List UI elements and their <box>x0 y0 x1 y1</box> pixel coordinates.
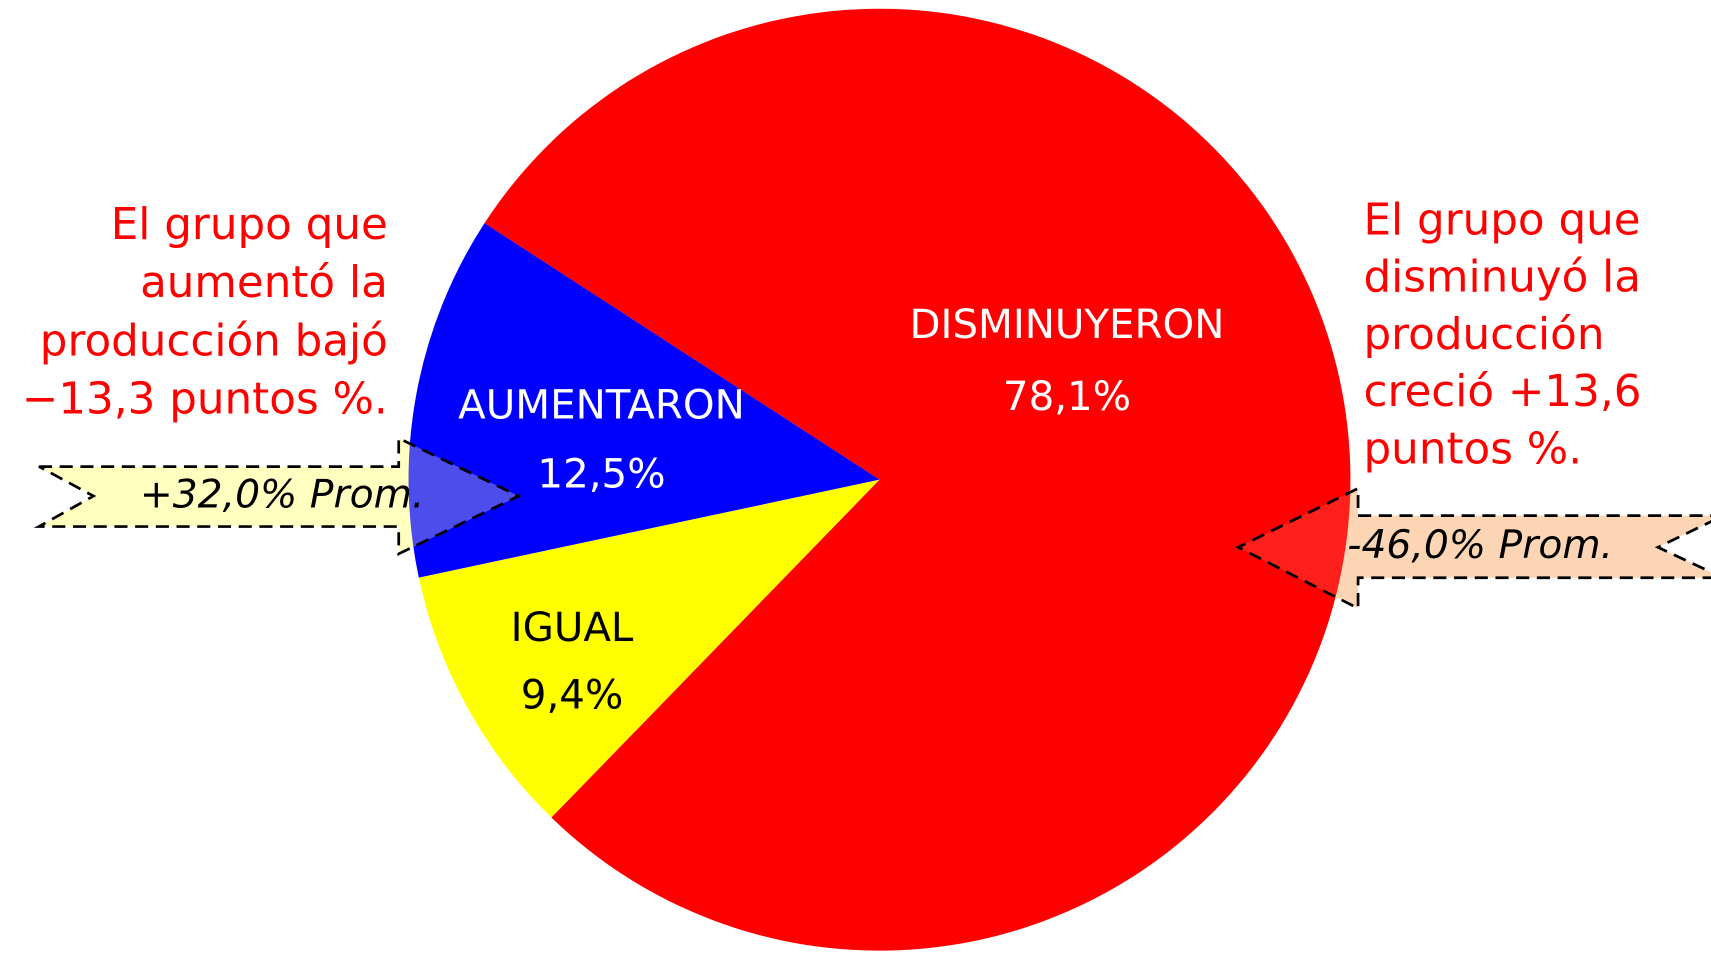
pie-slice <box>408 223 880 578</box>
left-arrow-label: +32,0% Prom. <box>140 473 424 518</box>
left-note-line: El grupo que <box>111 200 388 250</box>
slice-value-label: 9,4% <box>521 672 623 719</box>
right-arrow <box>1238 488 1711 609</box>
right-note-line: creció +13,6 <box>1364 367 1642 417</box>
left-note-line: producción bajó <box>40 316 388 366</box>
slice-label: AUMENTARON <box>458 382 745 429</box>
pie-slice <box>484 8 1351 951</box>
left-note-line: aumentó la <box>140 258 388 308</box>
callout-arrows-overlay <box>33 436 1711 611</box>
slice-value-label: 78,1% <box>1003 373 1131 420</box>
pie-slice <box>418 479 880 818</box>
right-arrow-label: -46,0% Prom. <box>1347 523 1613 568</box>
right-note-line: producción <box>1364 310 1605 360</box>
pie <box>408 8 1351 951</box>
left-arrow-outline <box>33 436 522 556</box>
slice-label: DISMINUYERON <box>910 301 1225 348</box>
slice-label: IGUAL <box>511 604 634 651</box>
slice-value-label: 12,5% <box>537 450 665 497</box>
right-note-line: disminuyó la <box>1364 253 1642 303</box>
right-arrow-outline <box>1235 486 1711 611</box>
left-note-line: −13,3 puntos %. <box>22 375 388 425</box>
notes: El grupo que aumentó la producción bajó −13… <box>22 195 1642 474</box>
right-note-line: El grupo que <box>1364 195 1641 245</box>
right-note-line: puntos %. <box>1364 424 1583 474</box>
